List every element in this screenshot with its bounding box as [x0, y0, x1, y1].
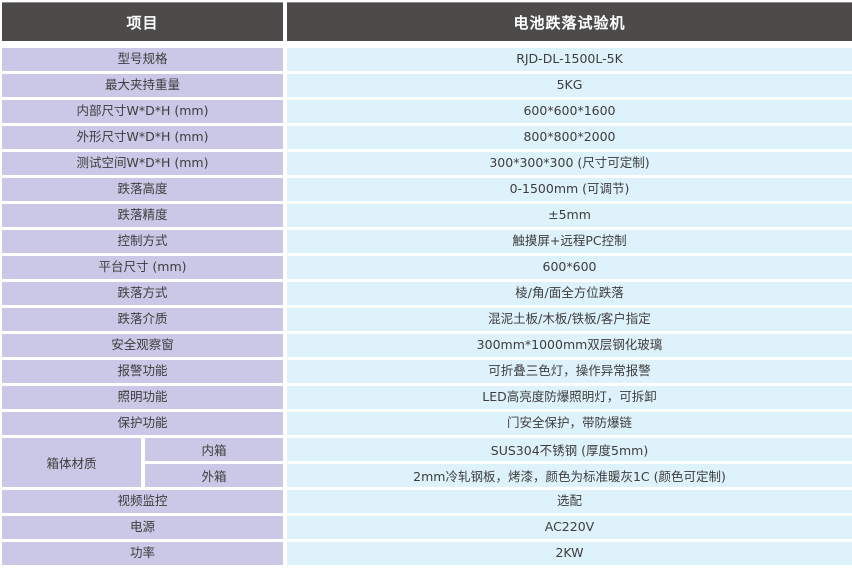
spec-label-platform-size: 平台尺寸 (mm) [2, 256, 283, 279]
spec-value-drop-mode: 棱/角/面全方位跌落 [287, 282, 852, 305]
outer-box-label: 外箱 [145, 464, 283, 487]
spec-label-protection-function: 保护功能 [2, 412, 283, 435]
header-product-cell: 电池跌落试验机 [287, 2, 852, 41]
table-row: 跌落介质 混泥土板/木板/铁板/客户指定 [2, 308, 852, 331]
table-row: 控制方式 触摸屏+远程PC控制 [2, 230, 852, 253]
spec-label-drop-accuracy: 跌落精度 [2, 204, 283, 227]
spec-value-inner-size: 600*600*1600 [287, 100, 852, 123]
spec-label-outer-size: 外形尺寸W*D*H (mm) [2, 126, 283, 149]
spec-value-alarm-function: 可折叠三色灯，操作异常报警 [287, 360, 852, 383]
outer-box-value: 2mm冷轧钢板，烤漆，颜色为标准暖灰1C (颜色可定制) [287, 464, 852, 487]
table-row: 视频监控 选配 [2, 490, 852, 513]
material-sub-labels: 内箱 外箱 [145, 438, 283, 487]
spec-label-max-clamp-weight: 最大夹持重量 [2, 74, 283, 97]
table-row: 安全观察窗 300mm*1000mm双层钢化玻璃 [2, 334, 852, 357]
table-row: 功率 2KW [2, 542, 852, 565]
table-row: 保护功能 门安全保护，带防爆链 [2, 412, 852, 435]
spec-value-test-space: 300*300*300 (尺寸可定制) [287, 152, 852, 175]
spec-label-drop-mode: 跌落方式 [2, 282, 283, 305]
spec-label-alarm-function: 报警功能 [2, 360, 283, 383]
spec-label-inner-size: 内部尺寸W*D*H (mm) [2, 100, 283, 123]
table-row: 型号规格 RJD-DL-1500L-5K [2, 48, 852, 71]
spec-label-control-mode: 控制方式 [2, 230, 283, 253]
table-row: 跌落精度 ±5mm [2, 204, 852, 227]
inner-box-label: 内箱 [145, 438, 283, 461]
spec-value-observation-window: 300mm*1000mm双层钢化玻璃 [287, 334, 852, 357]
spec-label-lighting-function: 照明功能 [2, 386, 283, 409]
material-group-label: 箱体材质 [2, 438, 141, 487]
table-row: 内部尺寸W*D*H (mm) 600*600*1600 [2, 100, 852, 123]
material-sub-values: SUS304不锈钢 (厚度5mm) 2mm冷轧钢板，烤漆，颜色为标准暖灰1C (… [287, 438, 852, 487]
table-row: 照明功能 LED高亮度防爆照明灯，可拆卸 [2, 386, 852, 409]
spec-value-max-clamp-weight: 5KG [287, 74, 852, 97]
spec-value-power-supply: AC220V [287, 516, 852, 539]
table-row: 电源 AC220V [2, 516, 852, 539]
spec-label-video-monitoring: 视频监控 [2, 490, 283, 513]
inner-box-value: SUS304不锈钢 (厚度5mm) [287, 438, 852, 461]
table-row: 跌落高度 0-1500mm (可调节) [2, 178, 852, 201]
spec-value-drop-medium: 混泥土板/木板/铁板/客户指定 [287, 308, 852, 331]
spec-value-power-rating: 2KW [287, 542, 852, 565]
header-item-cell: 项目 [2, 2, 283, 41]
spec-label-drop-medium: 跌落介质 [2, 308, 283, 331]
spec-value-protection-function: 门安全保护，带防爆链 [287, 412, 852, 435]
spec-value-drop-accuracy: ±5mm [287, 204, 852, 227]
spec-value-outer-size: 800*800*2000 [287, 126, 852, 149]
table-row: 跌落方式 棱/角/面全方位跌落 [2, 282, 852, 305]
table-row: 报警功能 可折叠三色灯，操作异常报警 [2, 360, 852, 383]
spec-label-power-supply: 电源 [2, 516, 283, 539]
table-row: 平台尺寸 (mm) 600*600 [2, 256, 852, 279]
spec-label-drop-height: 跌落高度 [2, 178, 283, 201]
spec-value-platform-size: 600*600 [287, 256, 852, 279]
table-row: 测试空间W*D*H (mm) 300*300*300 (尺寸可定制) [2, 152, 852, 175]
spec-label-model: 型号规格 [2, 48, 283, 71]
spec-value-drop-height: 0-1500mm (可调节) [287, 178, 852, 201]
spec-value-lighting-function: LED高亮度防爆照明灯，可拆卸 [287, 386, 852, 409]
table-header-row: 项目 电池跌落试验机 [2, 2, 852, 41]
table-row: 外形尺寸W*D*H (mm) 800*800*2000 [2, 126, 852, 149]
material-group-rows: 箱体材质 内箱 外箱 SUS304不锈钢 (厚度5mm) 2mm冷轧钢板，烤漆，… [2, 438, 852, 487]
spec-label-power-rating: 功率 [2, 542, 283, 565]
table-row: 最大夹持重量 5KG [2, 74, 852, 97]
spec-label-observation-window: 安全观察窗 [2, 334, 283, 357]
spec-value-model: RJD-DL-1500L-5K [287, 48, 852, 71]
spec-value-control-mode: 触摸屏+远程PC控制 [287, 230, 852, 253]
spec-value-video-monitoring: 选配 [287, 490, 852, 513]
spec-label-test-space: 测试空间W*D*H (mm) [2, 152, 283, 175]
